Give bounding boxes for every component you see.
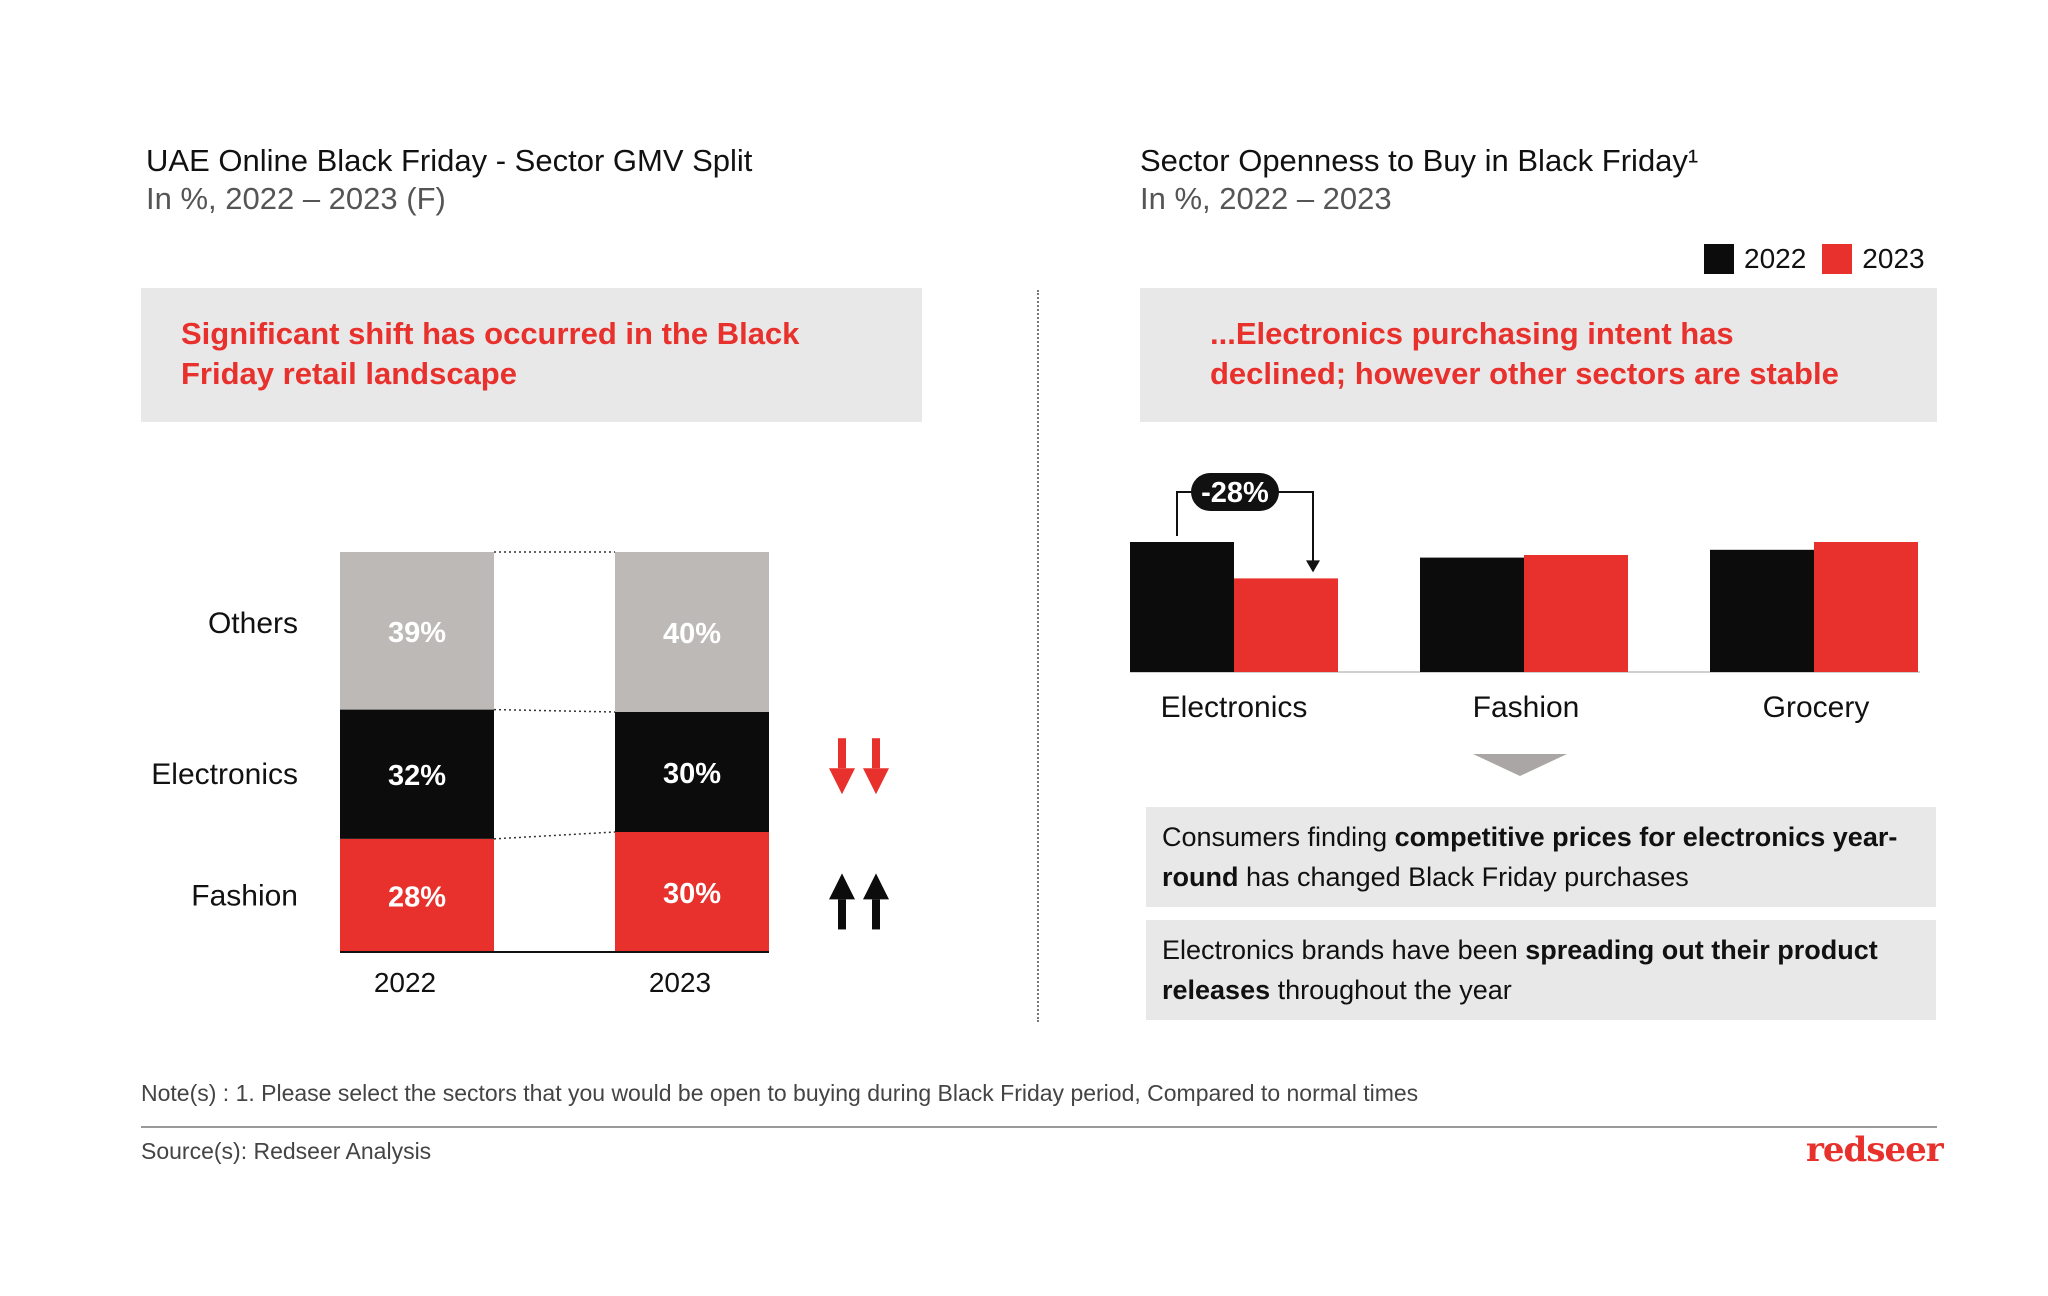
insight-2-bold: spreading out their product releases: [1162, 935, 1878, 1005]
data-label-others-2023: 40%: [663, 618, 721, 650]
fashion-trend-up-arrow-icon-2-head: [863, 873, 889, 900]
connector-line-fashion: [493, 831, 616, 840]
fashion-trend-up-arrow-icon-1-shaft: [838, 899, 846, 930]
bar-fashion-2022: [340, 838, 494, 952]
left-chart-title: UAE Online Black Friday - Sector GMV Spl…: [146, 143, 753, 178]
electronics-trend-down-arrow-icon-1-head: [829, 768, 855, 795]
electronics-trend-down-arrow-icon-2-head: [863, 768, 889, 795]
openness-chart: Electronics Fashion Grocery -28%: [1130, 473, 1920, 776]
legend-label-2022: 2022: [1744, 243, 1807, 274]
fashion-trend-up-arrow-icon-1-head: [829, 873, 855, 900]
bar-fashion-2023: [1524, 555, 1628, 672]
bar-electronics-2022: [1130, 542, 1234, 672]
gmv-split-chart: 28% 32% 39% 2022 30% 30% 40% 2023 Fashion Electro…: [151, 551, 889, 998]
x-tick-grocery: Grocery: [1763, 691, 1870, 724]
chart-legend: 2022 2023: [1704, 243, 1941, 274]
bar-grocery-2022: [1710, 549, 1814, 672]
data-label-others-2022: 39%: [388, 617, 446, 649]
bar-electronics-2023: [1234, 578, 1338, 672]
x-tick-2022: 2022: [374, 967, 436, 998]
fashion-trend-up-arrow-icon-2: [863, 873, 889, 930]
data-label-electronics-2022: 32%: [388, 760, 446, 792]
bar-fashion-2022: [1420, 557, 1524, 672]
right-callout-text: ...Electronics purchasing intent has dec…: [1210, 316, 1839, 391]
source-text: Source(s): Redseer Analysis: [141, 1138, 432, 1164]
chevron-down-icon: [1473, 754, 1567, 776]
left-callout-text: Significant shift has occurred in the Bl…: [181, 316, 800, 391]
panel-divider: [1037, 290, 1039, 1022]
annotation-arrowhead-icon: [1306, 560, 1320, 573]
series-label-electronics: Electronics: [151, 758, 298, 791]
electronics-trend-down-arrow-icon-1-shaft: [838, 738, 846, 769]
legend-swatch-2022: [1704, 244, 1734, 274]
insight-box-1: Consumers finding competitive prices for…: [1146, 807, 1936, 907]
bar-electronics-2022: [340, 709, 494, 839]
x-tick-electronics: Electronics: [1161, 691, 1308, 724]
x-tick-fashion: Fashion: [1473, 691, 1580, 724]
series-label-others: Others: [208, 607, 298, 640]
annotation-pill: [1191, 473, 1279, 511]
fashion-trend-up-arrow-icon-2-shaft: [872, 899, 880, 930]
redseer-logo: redseer: [1806, 1130, 1944, 1170]
right-chart-title: Sector Openness to Buy in Black Friday¹: [1140, 143, 1699, 178]
legend-label-2023: 2023: [1862, 243, 1925, 274]
connector-line-electronics: [493, 708, 616, 713]
left-chart-subtitle: In %, 2022 – 2023 (F): [146, 181, 446, 216]
insight-2-post: throughout the year: [1270, 975, 1512, 1005]
footnote: Note(s) : 1. Please select the sectors t…: [141, 1080, 1419, 1106]
insight-1-bold: competitive prices for electronics year-…: [1162, 822, 1898, 892]
insight-2-pre: Electronics brands have been: [1162, 935, 1526, 965]
footer-divider: [141, 1126, 1937, 1128]
x-tick-2023: 2023: [649, 967, 711, 998]
fashion-trend-up-arrow-icon-1: [829, 873, 855, 930]
insight-1-pre: Consumers finding: [1162, 822, 1395, 852]
electronics-trend-down-arrow-icon-2-shaft: [872, 738, 880, 769]
left-callout: Significant shift has occurred in the Bl…: [141, 288, 922, 422]
electronics-trend-down-arrow-icon-2: [863, 738, 889, 795]
bar-electronics-2023: [615, 712, 769, 832]
insight-1-post: has changed Black Friday purchases: [1238, 862, 1689, 892]
annotation-label: -28%: [1201, 477, 1269, 509]
series-label-fashion: Fashion: [191, 879, 298, 912]
insight-box-2: Electronics brands have been spreading o…: [1146, 920, 1936, 1020]
electronics-trend-down-arrow-icon-1: [829, 738, 855, 795]
data-label-fashion-2023: 30%: [663, 878, 721, 910]
bar-fashion-2023: [615, 832, 769, 952]
bar-others-2023: [615, 552, 769, 712]
legend-swatch-2023: [1822, 244, 1853, 274]
data-label-fashion-2022: 28%: [388, 881, 446, 913]
bar-grocery-2023: [1814, 542, 1918, 672]
bar-others-2022: [340, 552, 494, 710]
right-chart-subtitle: In %, 2022 – 2023: [1140, 181, 1392, 216]
data-label-electronics-2023: 30%: [663, 758, 721, 790]
right-callout: ...Electronics purchasing intent has dec…: [1140, 288, 1937, 422]
